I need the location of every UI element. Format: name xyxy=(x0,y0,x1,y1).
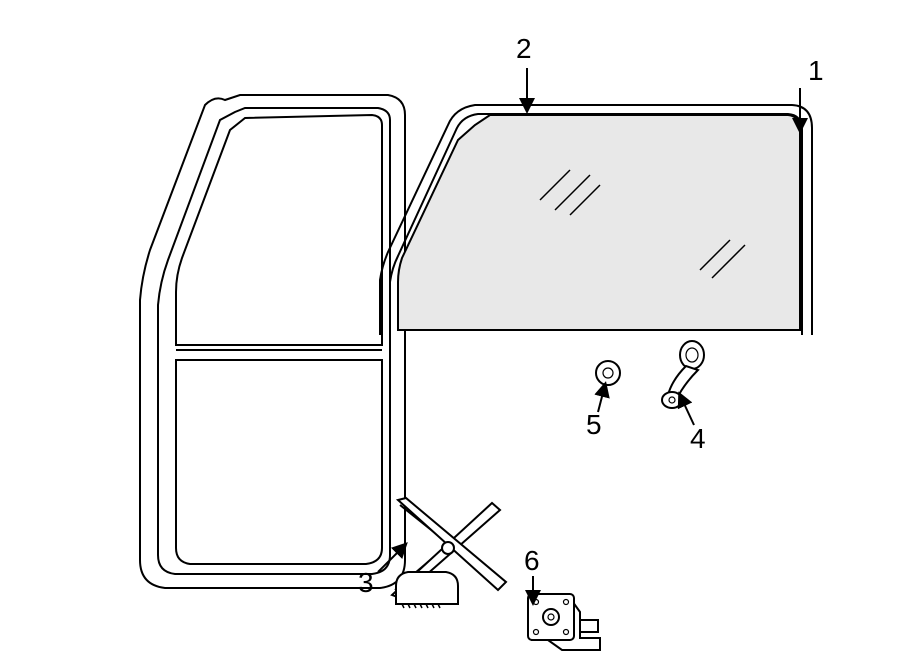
callout-2-label: 2 xyxy=(516,33,532,64)
crank-handle-bezel xyxy=(596,361,620,385)
window-regulator xyxy=(392,498,506,608)
callout-3-label: 3 xyxy=(358,567,374,598)
door-glass xyxy=(398,115,800,330)
callout-4-label: 4 xyxy=(690,423,706,454)
door-shell xyxy=(140,95,405,588)
window-crank-handle xyxy=(662,341,704,408)
callout-6-label: 6 xyxy=(524,545,540,576)
callout-5-label: 5 xyxy=(586,409,602,440)
regulator-motor xyxy=(528,594,600,650)
callout-5: 5 xyxy=(586,385,605,440)
callout-1-label: 1 xyxy=(808,55,824,86)
callout-2: 2 xyxy=(516,33,532,110)
callout-4: 4 xyxy=(680,395,706,454)
